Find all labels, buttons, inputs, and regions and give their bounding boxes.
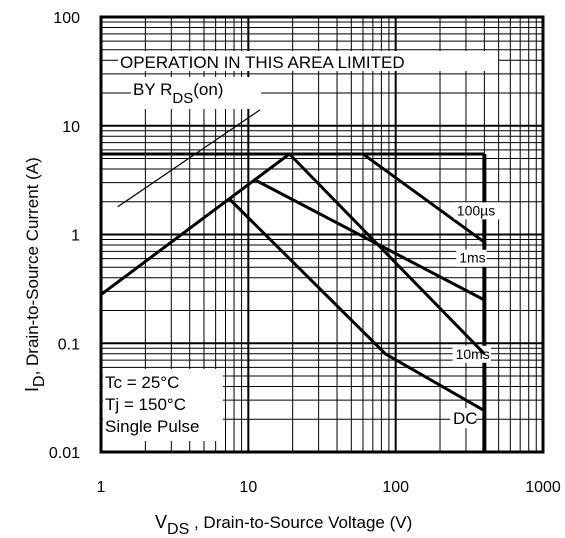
area-note-bg-2 [131,77,261,109]
series-label-1: 1ms [459,250,485,266]
series-line-2 [228,198,486,413]
y-axis-sub: D [31,375,48,387]
y-tick-label-4: 0.01 [49,445,80,462]
y-tick-label-1: 10 [62,119,80,136]
y-axis-main: I [22,387,42,392]
x-axis-main: V [155,512,167,532]
series-label-bg-3 [450,408,476,429]
area-note-prefix: BY R [133,80,172,99]
series-label-3: DC [453,409,478,428]
x-tick-label-2: 100 [382,479,409,496]
series-line-0 [100,152,486,296]
x-axis-title: VDS , Drain-to-Source Voltage (V) [155,512,412,538]
condition-line-0: Tc = 25°C [105,373,179,392]
area-note-line2: BY RDS(on) [133,80,223,107]
conditions-bg [103,369,223,441]
axis-titles: VDS , Drain-to-Source Voltage (V)ID, Dra… [22,157,412,538]
rdson-limit-line [117,109,261,208]
y-axis-rest: , Drain-to-Source Current (A) [23,157,42,375]
series-label-bg-0 [453,202,501,220]
area-note-sub: DS [172,90,193,107]
area-note-line1: OPERATION IN THIS AREA LIMITED [120,53,405,72]
x-tick-label-0: 1 [97,479,106,496]
y-tick-label-0: 100 [53,10,80,27]
area-note-suffix: (on) [193,80,223,99]
series-line-3 [288,152,486,355]
series-label-0: 100µs [457,202,495,218]
series-label-2: 10ms [456,346,490,362]
y-tick-label-2: 1 [71,228,80,245]
plot-border [99,15,545,454]
series-line-1 [253,178,486,302]
axis-tick-labels: 1 10 100 1000 100 10 1 0.1 0.01 [49,10,561,496]
chart-annotations: OPERATION IN THIS AREA LIMITED BY RDS(on)… [103,51,498,441]
soa-curves: 100µs 1ms 10ms DC [100,152,501,429]
x-axis-rest: , Drain-to-Source Voltage (V) [189,513,412,532]
series-label-bg-1 [456,249,487,267]
condition-line-2: Single Pulse [105,417,200,436]
condition-line-1: Tj = 150°C [105,395,186,414]
x-axis-sub: DS [167,521,189,538]
y-axis-title: ID, Drain-to-Source Current (A) [22,157,48,392]
x-tick-label-3: 1000 [525,479,561,496]
area-note-bg-1 [118,51,498,71]
plot-frame [99,15,545,454]
y-tick-label-3: 0.1 [58,336,80,353]
x-tick-label-1: 10 [239,479,257,496]
